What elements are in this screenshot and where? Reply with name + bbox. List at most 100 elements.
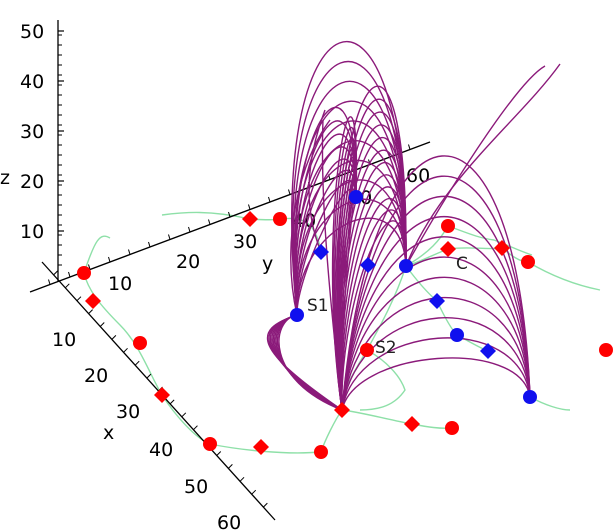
x-tick-label-50: 50 bbox=[184, 476, 208, 498]
y-tick bbox=[168, 234, 171, 240]
backbone-curve bbox=[527, 261, 601, 291]
backbone-curve bbox=[405, 265, 489, 352]
y-tick-label-20: 20 bbox=[176, 251, 200, 273]
flux-line-s2-right bbox=[341, 155, 531, 411]
backbone-curve bbox=[83, 235, 111, 274]
y-tick bbox=[108, 256, 111, 263]
marker-red-circle bbox=[314, 445, 328, 459]
flux-line-s2-right bbox=[341, 195, 531, 411]
x-tick bbox=[99, 322, 105, 327]
y-tick bbox=[88, 264, 91, 270]
marker-blue-circle bbox=[523, 390, 537, 404]
z-tick-label-10: 10 bbox=[20, 221, 44, 243]
x-tick bbox=[111, 335, 117, 340]
marker-red-circle bbox=[133, 336, 147, 350]
z-tick-label-20: 20 bbox=[20, 171, 44, 193]
flux-line-strand bbox=[308, 109, 326, 253]
y-tick bbox=[288, 189, 291, 195]
marker-red-diamond bbox=[154, 387, 170, 403]
annotation-s2: S2 bbox=[375, 338, 397, 358]
annotation-c: C bbox=[456, 254, 468, 274]
x-tick-label-40: 40 bbox=[149, 439, 173, 461]
flux-line-open bbox=[405, 65, 546, 267]
backbone-curve bbox=[83, 272, 343, 454]
marker-red-diamond bbox=[440, 241, 456, 257]
flux-line-s1-s2 bbox=[274, 314, 343, 411]
marker-blue-diamond bbox=[429, 293, 445, 309]
marker-red-diamond bbox=[334, 402, 350, 418]
backbone-curve bbox=[341, 409, 453, 429]
x-tick bbox=[193, 425, 198, 431]
flux-line-s1-s2 bbox=[276, 314, 343, 411]
flux-line-open bbox=[405, 63, 561, 267]
x-tick-label-10: 10 bbox=[52, 329, 76, 351]
y-tick bbox=[408, 144, 411, 150]
marker-red-circle bbox=[77, 266, 91, 280]
x-tick bbox=[239, 476, 245, 482]
annotation-s1: S1 bbox=[307, 296, 329, 316]
y-tick bbox=[48, 279, 51, 285]
y-axis-label: y bbox=[262, 253, 273, 275]
x-tick bbox=[262, 502, 268, 508]
marker-red-diamond bbox=[494, 240, 510, 256]
x-tick bbox=[228, 464, 233, 469]
z-axis-label: z bbox=[0, 167, 10, 189]
marker-blue-circle bbox=[450, 328, 464, 342]
marker-blue-circle bbox=[399, 259, 413, 273]
marker-red-circle bbox=[599, 343, 613, 357]
z-tick-label-30: 30 bbox=[20, 121, 44, 143]
x-tick bbox=[216, 451, 222, 456]
x-tick-label-60: 60 bbox=[217, 512, 241, 531]
marker-red-diamond bbox=[404, 416, 420, 432]
flux-line-s1-top bbox=[294, 120, 357, 316]
y-tick bbox=[128, 249, 131, 255]
marker-red-diamond bbox=[242, 211, 258, 227]
x-tick bbox=[181, 412, 187, 418]
flux-line-strand bbox=[290, 119, 331, 316]
flux-line-s2-right bbox=[341, 276, 531, 411]
flux-line-s1-c bbox=[296, 217, 407, 316]
flux-line-s2-right bbox=[341, 337, 531, 411]
y-tick bbox=[268, 196, 271, 203]
flux-line-s1-c bbox=[291, 60, 407, 316]
y-tick-label-10: 10 bbox=[108, 273, 132, 295]
flux-line-s1-s2 bbox=[266, 314, 343, 411]
x-tick bbox=[146, 373, 152, 379]
x-tick bbox=[64, 283, 70, 289]
marker-red-circle bbox=[203, 437, 217, 451]
y-tick bbox=[228, 211, 231, 218]
flux-line-s2-right bbox=[341, 357, 531, 411]
marker-blue-circle bbox=[349, 190, 363, 204]
x-tick-label-30: 30 bbox=[116, 401, 140, 423]
marker-red-circle bbox=[445, 421, 459, 435]
marker-red-diamond bbox=[85, 293, 101, 309]
flux-line-s2-right bbox=[341, 216, 531, 411]
y-tick-label-30: 30 bbox=[233, 231, 257, 253]
z-tick-label-50: 50 bbox=[20, 21, 44, 43]
marker-red-circle bbox=[521, 255, 535, 269]
marker-red-circle bbox=[360, 343, 374, 357]
flux-line-s2-right bbox=[341, 236, 531, 411]
flux-line-s1-s2 bbox=[275, 314, 343, 411]
x-axis-label: x bbox=[103, 422, 114, 444]
marker-red-diamond bbox=[253, 439, 269, 455]
flux-line-s1-c bbox=[291, 41, 407, 316]
x-tick bbox=[88, 309, 93, 314]
y-tick bbox=[248, 204, 251, 210]
backbone-curve bbox=[447, 225, 533, 256]
flux-line-s2-right bbox=[341, 175, 531, 411]
x-tick bbox=[53, 270, 59, 276]
x-tick bbox=[169, 399, 175, 405]
x-tick bbox=[76, 296, 82, 302]
y-tick bbox=[188, 226, 191, 233]
marker-blue-diamond bbox=[360, 257, 376, 273]
annotations: S1 S2 C bbox=[307, 254, 468, 358]
x-tick bbox=[251, 489, 257, 495]
backbone-curve bbox=[161, 211, 322, 253]
marker-red-circle bbox=[273, 212, 287, 226]
y-tick bbox=[148, 241, 151, 248]
marker-blue-diamond bbox=[313, 244, 329, 260]
x-tick bbox=[134, 360, 140, 366]
markers bbox=[77, 190, 613, 459]
